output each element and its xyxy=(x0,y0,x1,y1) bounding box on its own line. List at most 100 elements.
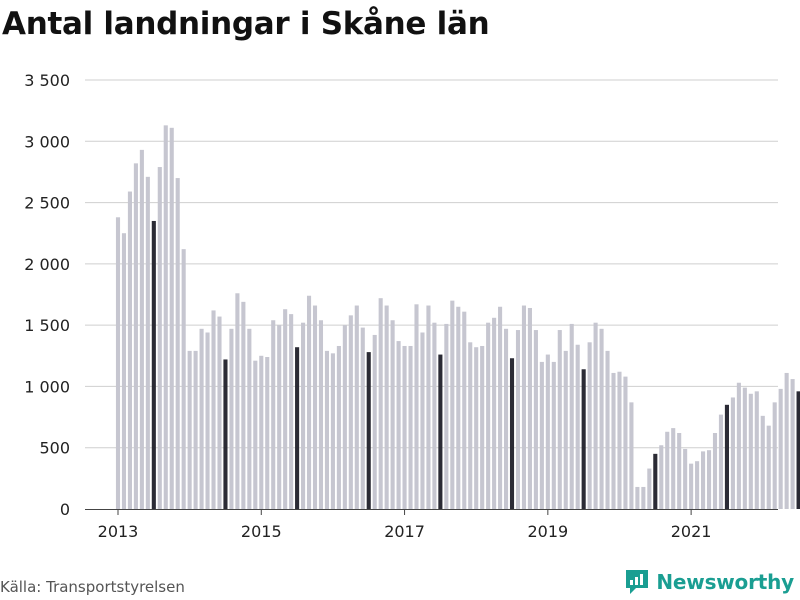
y-tick-label: 3 500 xyxy=(24,71,70,90)
bar xyxy=(539,361,544,509)
bar xyxy=(611,372,616,509)
bar xyxy=(551,361,556,509)
bar xyxy=(772,402,777,509)
x-tick-label: 2015 xyxy=(241,522,282,541)
bar xyxy=(742,387,747,509)
x-tick-label: 2013 xyxy=(98,522,139,541)
y-tick-label: 3 000 xyxy=(24,132,70,151)
x-tick-label: 2019 xyxy=(527,522,568,541)
y-tick-label: 2 000 xyxy=(24,255,70,274)
bar xyxy=(695,461,700,509)
bar xyxy=(181,249,186,509)
bar xyxy=(372,334,377,509)
bar xyxy=(175,178,180,509)
x-tick-label: 2017 xyxy=(384,522,425,541)
bar xyxy=(432,322,437,509)
bar xyxy=(247,328,252,509)
bar xyxy=(306,295,312,509)
bar xyxy=(414,304,419,509)
bar xyxy=(671,428,676,509)
bar xyxy=(151,220,156,509)
bar xyxy=(480,345,485,509)
bar xyxy=(127,191,132,510)
bar xyxy=(653,453,658,509)
bar xyxy=(312,305,318,509)
bar xyxy=(748,393,753,509)
bar xyxy=(462,311,467,509)
bar xyxy=(647,468,652,509)
y-tick-label: 2 500 xyxy=(24,194,70,213)
bar xyxy=(259,355,264,509)
bar xyxy=(575,344,580,509)
bar xyxy=(211,310,216,509)
bar xyxy=(402,345,407,509)
bar xyxy=(139,149,144,509)
bar xyxy=(623,376,628,509)
bar xyxy=(492,317,497,509)
newsworthy-logo-icon xyxy=(626,570,649,594)
bar xyxy=(223,359,228,509)
bar xyxy=(217,316,222,509)
bar xyxy=(677,433,682,509)
bar xyxy=(515,330,521,509)
x-tick-label: 2021 xyxy=(671,522,712,541)
bar xyxy=(701,451,706,509)
bar xyxy=(271,320,276,509)
bar xyxy=(665,431,670,509)
brand-logo[interactable]: Newsworthy xyxy=(624,568,794,596)
bar xyxy=(784,372,789,509)
bar xyxy=(277,325,282,509)
bar xyxy=(468,342,473,509)
bar xyxy=(324,350,329,509)
bar xyxy=(706,450,712,509)
bar xyxy=(283,309,288,509)
bar xyxy=(169,127,174,510)
bar xyxy=(145,176,150,509)
bar xyxy=(605,350,610,509)
bar xyxy=(599,328,604,509)
bar xyxy=(426,305,431,509)
y-tick-label: 1 000 xyxy=(24,377,70,396)
axis-layer: 0 500 1 000 1 500 2 000 2 500 3 000 3 500 2013 20… xyxy=(24,71,778,541)
bar xyxy=(229,328,234,509)
bar xyxy=(766,425,771,509)
y-tick-label: 1 500 xyxy=(24,316,70,335)
bar xyxy=(420,332,425,509)
bar xyxy=(456,306,461,509)
chart-title: Antal landningar i Skåne län xyxy=(2,6,490,42)
bar xyxy=(295,347,300,509)
bar xyxy=(390,320,395,509)
bar xyxy=(796,391,800,509)
bar xyxy=(527,307,532,509)
bar xyxy=(509,358,515,509)
bar xyxy=(396,341,401,509)
bar xyxy=(193,350,198,509)
bar xyxy=(569,323,574,509)
bar xyxy=(444,323,449,509)
bar xyxy=(563,350,568,509)
bar xyxy=(348,315,353,509)
bar xyxy=(378,298,383,509)
source-note: Källa: Transportstyrelsen xyxy=(0,578,185,596)
bar xyxy=(593,322,598,509)
bar xyxy=(205,332,210,509)
bar xyxy=(778,388,783,509)
bar xyxy=(486,322,491,509)
bar xyxy=(384,305,389,509)
bar xyxy=(157,167,162,509)
bar xyxy=(199,328,204,509)
bar xyxy=(635,486,640,509)
bar xyxy=(366,352,371,509)
bar xyxy=(790,379,795,509)
bar xyxy=(730,397,735,509)
bar xyxy=(545,354,550,509)
brand-name: Newsworthy xyxy=(656,570,794,594)
bar xyxy=(712,433,718,509)
bar xyxy=(163,125,168,509)
bar xyxy=(289,314,294,509)
bar xyxy=(629,402,634,509)
bar xyxy=(736,382,741,509)
bar xyxy=(533,330,538,509)
bar xyxy=(235,293,240,509)
